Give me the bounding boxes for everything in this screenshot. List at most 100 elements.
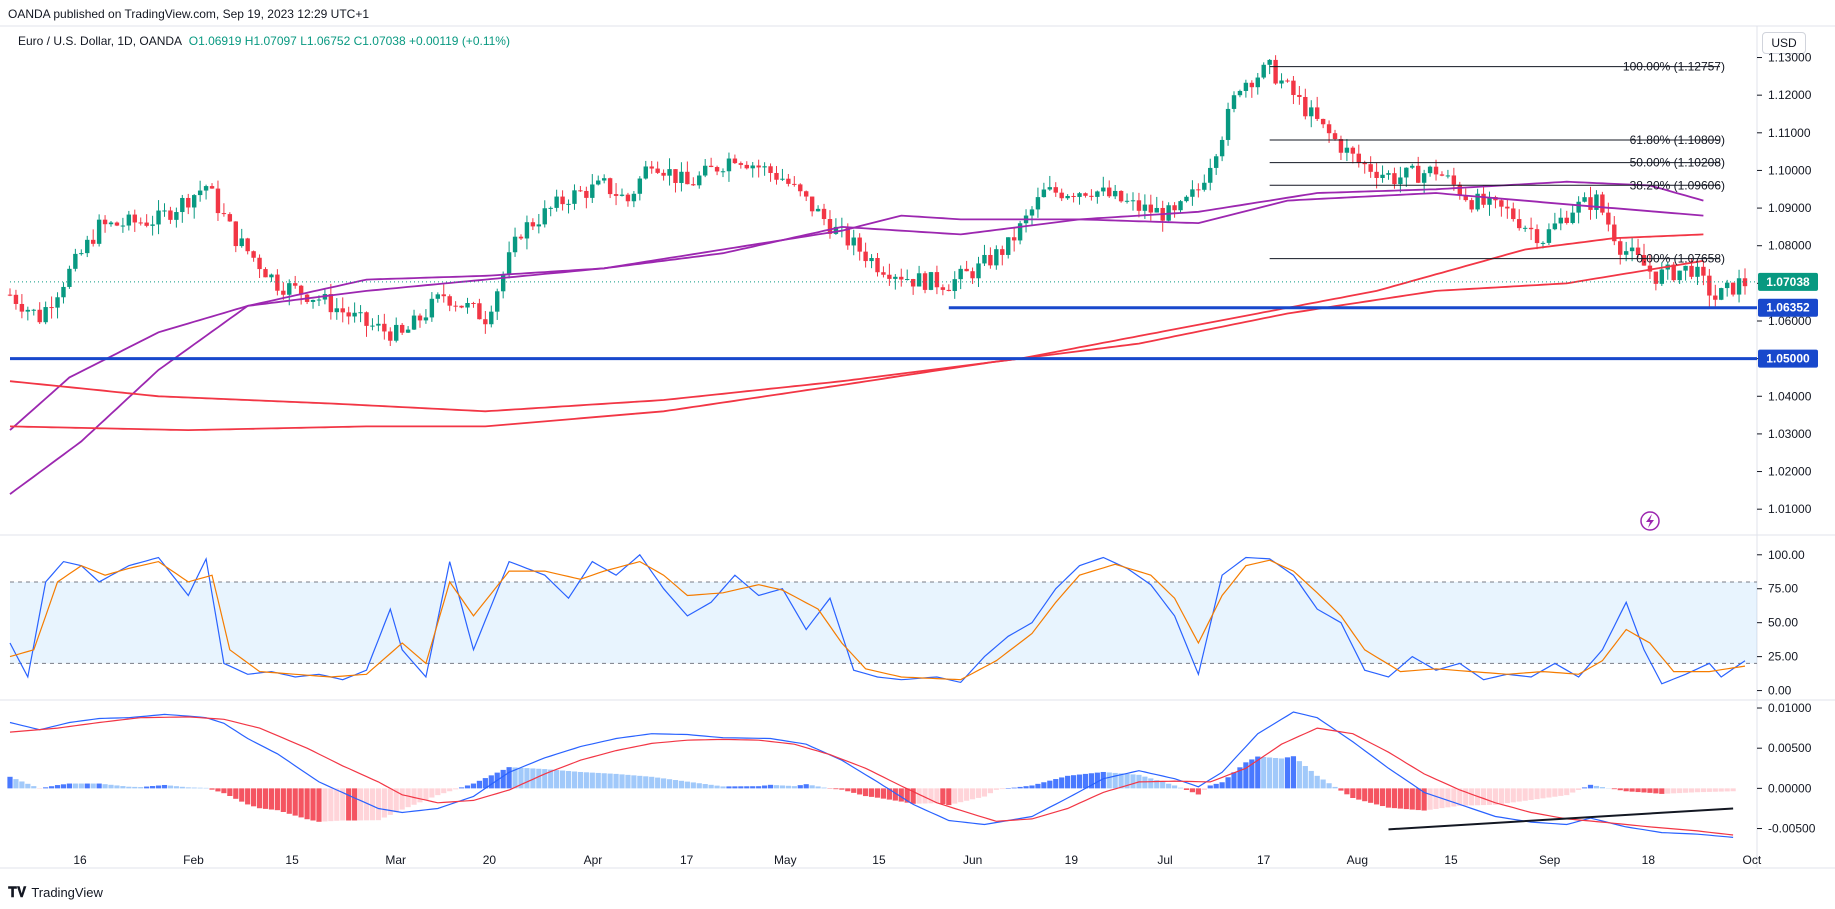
macd-histogram-bar: [179, 786, 185, 789]
last-price-label: 1.07038: [1766, 275, 1810, 289]
candle: [560, 190, 565, 211]
candle: [1713, 284, 1718, 307]
macd-histogram-bar: [1409, 788, 1415, 810]
macd-histogram-bar: [1338, 788, 1344, 791]
candle: [1368, 156, 1373, 178]
macd-histogram-bar: [1516, 788, 1522, 802]
macd-histogram-bar: [678, 780, 685, 789]
macd-histogram-bar: [1350, 788, 1356, 799]
macd-histogram-bar: [150, 786, 156, 789]
macd-histogram-bar: [720, 786, 726, 789]
macd-histogram-bar: [7, 776, 13, 789]
candle: [1208, 158, 1213, 191]
candle-body: [174, 212, 179, 220]
candle: [530, 218, 536, 231]
macd-histogram-bar: [19, 781, 25, 789]
candle-body: [1487, 197, 1492, 205]
macd-histogram-bar: [1124, 773, 1130, 789]
macd-histogram-bar: [845, 788, 851, 792]
candle-body: [857, 237, 862, 252]
macd-histogram-bar: [1564, 788, 1570, 796]
candle-body: [1178, 201, 1183, 211]
low-value: L1.06752: [300, 34, 351, 48]
macd-histogram-bar: [756, 786, 762, 789]
macd-histogram-bar: [518, 767, 524, 789]
candle-body: [108, 222, 114, 225]
macd-histogram-bar: [1546, 788, 1552, 798]
macd-histogram-bar: [1225, 777, 1231, 789]
candle: [1398, 166, 1403, 193]
candle-body: [768, 166, 773, 173]
macd-histogram-bar: [744, 786, 750, 789]
candle-body: [1309, 107, 1314, 117]
macd-histogram-bar: [1035, 783, 1041, 789]
candle-body: [881, 272, 886, 275]
candle-body: [1742, 278, 1748, 287]
candle-body: [209, 186, 215, 189]
macd-histogram-bar: [524, 768, 530, 789]
macd-histogram-bar: [1243, 762, 1249, 789]
macd-histogram-bar: [185, 787, 191, 789]
candle: [1433, 159, 1439, 181]
macd-histogram-bar: [619, 774, 625, 789]
candle: [590, 174, 595, 203]
macd-histogram-bar: [78, 783, 84, 789]
candle-body: [869, 257, 874, 262]
macd-histogram-bar: [1171, 785, 1178, 789]
candle-body: [1011, 237, 1017, 241]
candle-body: [625, 194, 631, 202]
candle-body: [1089, 195, 1094, 197]
macd-histogram-bar: [1718, 788, 1724, 792]
macd-histogram-bar: [1255, 756, 1261, 789]
macd-histogram-bar: [1510, 788, 1516, 803]
currency-button[interactable]: USD: [1762, 32, 1806, 54]
candle-body: [79, 253, 84, 255]
candle-body: [899, 276, 904, 280]
macd-line: [9, 711, 1734, 838]
candle-body: [7, 294, 13, 296]
time-tick-label: 17: [680, 853, 694, 867]
macd-histogram-bar: [464, 785, 471, 789]
candle-body: [762, 166, 767, 168]
macd-histogram-bar: [940, 788, 946, 805]
macd-histogram-bar: [589, 772, 595, 789]
macd-histogram-bar: [803, 784, 809, 789]
candle-body: [1404, 167, 1409, 178]
candle: [875, 252, 880, 277]
candle: [1297, 85, 1302, 105]
candle: [495, 288, 500, 320]
macd-histogram-bar: [387, 788, 393, 815]
candle-body: [1136, 200, 1142, 211]
macd-histogram-bar: [892, 788, 898, 801]
candle-body: [1041, 189, 1047, 198]
candle: [281, 282, 286, 300]
candle-body: [1421, 173, 1427, 183]
macd-histogram-bar: [476, 780, 483, 789]
macd-histogram-bar: [1356, 788, 1362, 800]
candle: [79, 249, 84, 256]
candle-body: [1071, 195, 1076, 197]
candle-body: [191, 195, 197, 208]
macd-histogram-bar: [1219, 782, 1225, 789]
macd-histogram-bar: [666, 779, 673, 789]
candle: [1659, 262, 1665, 286]
candle: [893, 274, 898, 290]
candle-body: [875, 257, 880, 273]
candle-body: [1320, 118, 1326, 125]
macd-histogram-bar: [13, 779, 19, 789]
candle-body: [429, 298, 435, 318]
candle-body: [1677, 270, 1682, 281]
macd-histogram-bar: [631, 775, 637, 789]
candle: [25, 306, 31, 321]
macd-histogram-bar: [1237, 767, 1243, 789]
macd-histogram-bar: [120, 786, 126, 789]
macd-histogram-bar: [565, 771, 572, 789]
candle-body: [1647, 265, 1653, 272]
macd-histogram-bar: [601, 773, 607, 789]
macd-histogram-bar: [215, 788, 221, 792]
macd-histogram-bar: [886, 788, 892, 800]
candle-body: [661, 172, 666, 176]
candle-body: [578, 190, 583, 192]
macd-histogram-bar: [221, 788, 227, 794]
